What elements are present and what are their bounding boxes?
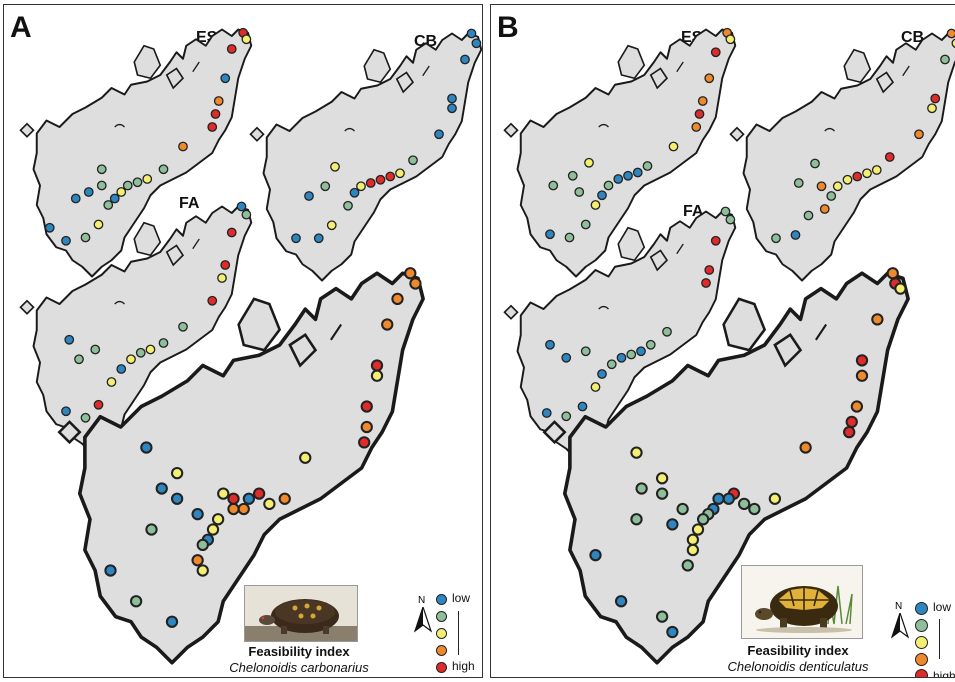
legend-scale-line [939,619,940,659]
panel-label: A [10,11,32,44]
fa-map [19,201,253,455]
species-name: Chelonoidis denticulatus [727,659,869,674]
combined-sites [589,267,907,639]
tortoise-photo [244,585,358,642]
es-sites [545,27,736,243]
legend: low high [436,591,482,677]
legend-dot-2 [915,619,928,632]
north-arrow: N [412,595,434,635]
tortoise-photo [741,565,863,639]
feasibility-title: Feasibility index [747,643,849,658]
cb-map [729,28,955,282]
panel-a: A ES CB FA [3,4,483,678]
north-arrow: N [889,601,911,641]
fa-sites [61,201,252,423]
map-label-cb: CB [901,29,925,46]
north-label: N [418,595,426,606]
legend-low-label: low [933,600,952,614]
legend-high-label: high [933,669,955,678]
legend-dot-4 [436,645,447,656]
legend-dot-high [436,662,447,673]
species-name: Chelonoidis carbonarius [229,660,369,675]
legend-dot-low [915,602,928,615]
combined-sites [104,267,422,628]
north-arrow-icon [891,613,909,639]
north-arrow-icon [414,607,432,633]
legend-dot-high [915,669,928,677]
legend-dot-3 [436,628,447,639]
cb-sites [771,28,955,244]
cb-map [249,28,482,282]
north-label: N [895,601,903,612]
legend: low high [915,599,955,678]
es-map [19,27,253,278]
cb-sites [291,28,482,244]
es-sites [44,27,252,246]
legend-dot-low [436,594,447,605]
panel-b: B ES CB FA [490,4,955,678]
legend-dot-3 [915,636,928,649]
tortoise-photo-icon [245,586,357,641]
panel-label: B [497,11,519,44]
fa-sites [541,206,736,422]
map-label-fa: FA [179,195,200,212]
fa-map [503,206,737,460]
combined-map [57,267,425,665]
tortoise-photo-icon [742,566,862,638]
legend-scale-line [458,611,459,655]
legend-low-label: low [452,591,471,605]
combined-map [542,267,910,665]
es-map [503,27,737,278]
legend-dot-4 [915,653,928,666]
legend-dot-2 [436,611,447,622]
feasibility-title: Feasibility index [248,644,350,659]
legend-high-label: high [452,659,475,673]
